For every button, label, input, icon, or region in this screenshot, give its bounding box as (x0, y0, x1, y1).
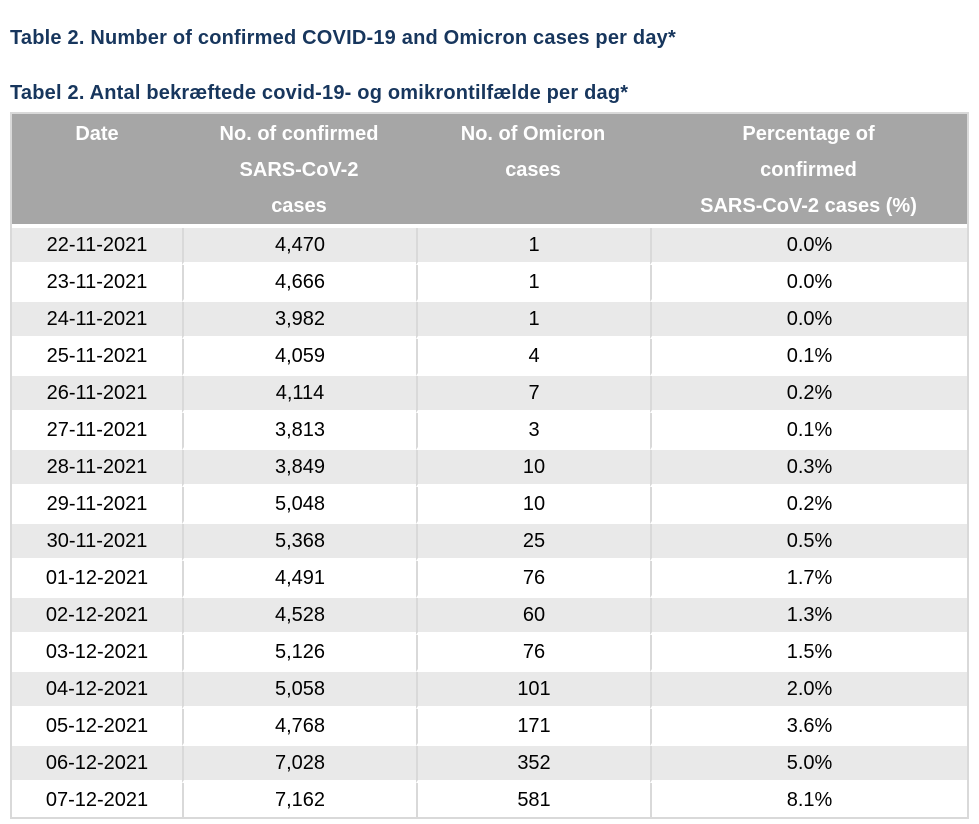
table-cell: 1 (416, 228, 650, 265)
table-cell: 0.0% (650, 228, 967, 265)
table-cell: 4,114 (182, 376, 416, 413)
table-row: 05-12-2021 4,768 171 3.6% (12, 709, 967, 746)
table-cell: 4,470 (182, 228, 416, 265)
table-cell: 0.2% (650, 487, 967, 524)
table-cell: 101 (416, 672, 650, 709)
table-cell: 3 (416, 413, 650, 450)
table-cell: 25 (416, 524, 650, 561)
column-header-percentage: Percentage of confirmed SARS-CoV-2 cases… (650, 114, 967, 228)
table-row: 07-12-2021 7,162 581 8.1% (12, 783, 967, 817)
header-row: Date No. of confirmed SARS-CoV-2 cases N… (12, 114, 967, 228)
table-cell: 1 (416, 265, 650, 302)
table-cell: 25-11-2021 (12, 339, 182, 376)
table-cell: 0.1% (650, 339, 967, 376)
table-cell: 3.6% (650, 709, 967, 746)
table-cell: 8.1% (650, 783, 967, 817)
table-row: 28-11-2021 3,849 10 0.3% (12, 450, 967, 487)
table-cell: 29-11-2021 (12, 487, 182, 524)
table-row: 29-11-2021 5,048 10 0.2% (12, 487, 967, 524)
table-cell: 5,126 (182, 635, 416, 672)
table-cell: 76 (416, 635, 650, 672)
table-title-danish: Tabel 2. Antal bekræftede covid-19- og o… (10, 82, 629, 104)
table-cell: 0.0% (650, 265, 967, 302)
table-cell: 07-12-2021 (45, 788, 149, 811)
table-cell: 581 (416, 783, 650, 817)
table-cell: 22-11-2021 (12, 228, 182, 265)
table-cell: 5,048 (182, 487, 416, 524)
table-row: 22-11-2021 4,470 1 0.0% (12, 228, 967, 265)
table-cell: 0.2% (650, 376, 967, 413)
column-header-date: Date (12, 114, 182, 228)
table-cell: 3,813 (182, 413, 416, 450)
table-cell: 0.0% (650, 302, 967, 339)
table-row: 23-11-2021 4,666 1 0.0% (12, 265, 967, 302)
table-cell: 4,768 (182, 709, 416, 746)
table-cell: 7 (416, 376, 650, 413)
column-header-omicron-cases: No. of Omicron cases (416, 114, 650, 228)
table-cell: 352 (416, 746, 650, 783)
covid-omicron-cases-table: Date No. of confirmed SARS-CoV-2 cases N… (12, 114, 967, 817)
table-row: 25-11-2021 4,059 4 0.1% (12, 339, 967, 376)
table-cell: 1.5% (650, 635, 967, 672)
table-row: 06-12-2021 7,028 352 5.0% (12, 746, 967, 783)
table-cell: 2.0% (650, 672, 967, 709)
table-cell: 06-12-2021 (12, 746, 182, 783)
table-cell: 60 (416, 598, 650, 635)
table-frame: Date No. of confirmed SARS-CoV-2 cases N… (10, 112, 969, 819)
table-cell: 1.7% (650, 561, 967, 598)
table-cell: 5.0% (650, 746, 967, 783)
table-cell: 24-11-2021 (12, 302, 182, 339)
table-cell: 4,528 (182, 598, 416, 635)
table-cell: 7,028 (182, 746, 416, 783)
table-cell: 02-12-2021 (12, 598, 182, 635)
table-cell: 23-11-2021 (12, 265, 182, 302)
table-row: 01-12-2021 4,491 76 1.7% (12, 561, 967, 598)
table-cell: 4,666 (182, 265, 416, 302)
table-cell: 27-11-2021 (12, 413, 182, 450)
table-cell: 0.1% (650, 413, 967, 450)
table-cell: 1.3% (650, 598, 967, 635)
table-row: 02-12-2021 4,528 60 1.3% (12, 598, 967, 635)
table-cell: 4,059 (182, 339, 416, 376)
table-cell: 30-11-2021 (12, 524, 182, 561)
table-cell: 7,162 (182, 783, 416, 817)
table-title-english: Table 2. Number of confirmed COVID-19 an… (10, 27, 676, 49)
table-cell: 1 (416, 302, 650, 339)
table-row: 04-12-2021 5,058 101 2.0% (12, 672, 967, 709)
table-cell: 10 (416, 450, 650, 487)
table-row: 30-11-2021 5,368 25 0.5% (12, 524, 967, 561)
table-cell: 5,058 (182, 672, 416, 709)
table-cell: 76 (416, 561, 650, 598)
table-row: 26-11-2021 4,114 7 0.2% (12, 376, 967, 413)
table-cell: 4,491 (182, 561, 416, 598)
column-header-confirmed-cases: No. of confirmed SARS-CoV-2 cases (182, 114, 416, 228)
table-cell: 04-12-2021 (12, 672, 182, 709)
table-header: Date No. of confirmed SARS-CoV-2 cases N… (12, 114, 967, 228)
table-row: 24-11-2021 3,982 1 0.0% (12, 302, 967, 339)
table-cell: 3,849 (182, 450, 416, 487)
table-cell: 03-12-2021 (12, 635, 182, 672)
table-cell: 01-12-2021 (12, 561, 182, 598)
table-cell: 4 (416, 339, 650, 376)
table-body: 22-11-2021 4,470 1 0.0% 23-11-2021 4,666 1 0.0%… (12, 228, 967, 817)
table-row: 27-11-2021 3,813 3 0.1% (12, 413, 967, 450)
table-row: 03-12-2021 5,126 76 1.5% (12, 635, 967, 672)
table-cell: 28-11-2021 (12, 450, 182, 487)
table-cell: 171 (416, 709, 650, 746)
table-cell: 5,368 (182, 524, 416, 561)
table-cell: 26-11-2021 (12, 376, 182, 413)
table-cell: 3,982 (182, 302, 416, 339)
table-cell: 05-12-2021 (12, 709, 182, 746)
table-cell: 10 (416, 487, 650, 524)
table-cell: 0.5% (650, 524, 967, 561)
table-cell: 0.3% (650, 450, 967, 487)
